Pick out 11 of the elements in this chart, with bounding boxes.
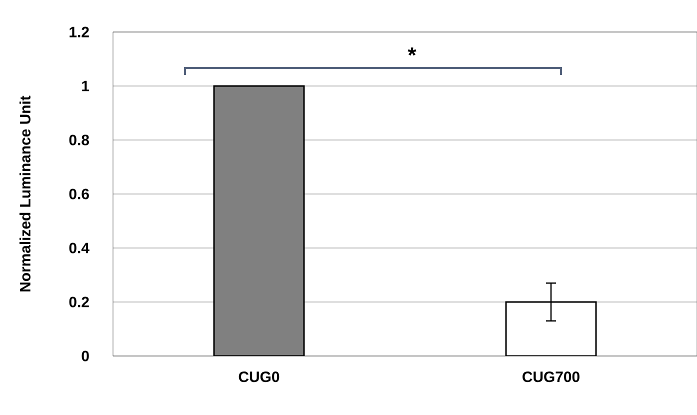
x-tick-label: CUG0 (238, 372, 280, 382)
y-tick-label: 0.2 (69, 296, 89, 308)
y-axis-title: Normalized Luminance Unit (20, 96, 30, 292)
y-tick-label: 0.8 (69, 134, 90, 146)
y-tick-label: 1 (82, 80, 90, 92)
y-tick-label: 0 (82, 350, 89, 362)
annotation: * (408, 47, 416, 56)
y-tick-label: 1.2 (70, 26, 89, 38)
y-tick-label: 0.4 (69, 242, 90, 254)
x-tick-label: CUG700 (522, 372, 580, 382)
y-tick-label: 0.6 (69, 188, 89, 200)
